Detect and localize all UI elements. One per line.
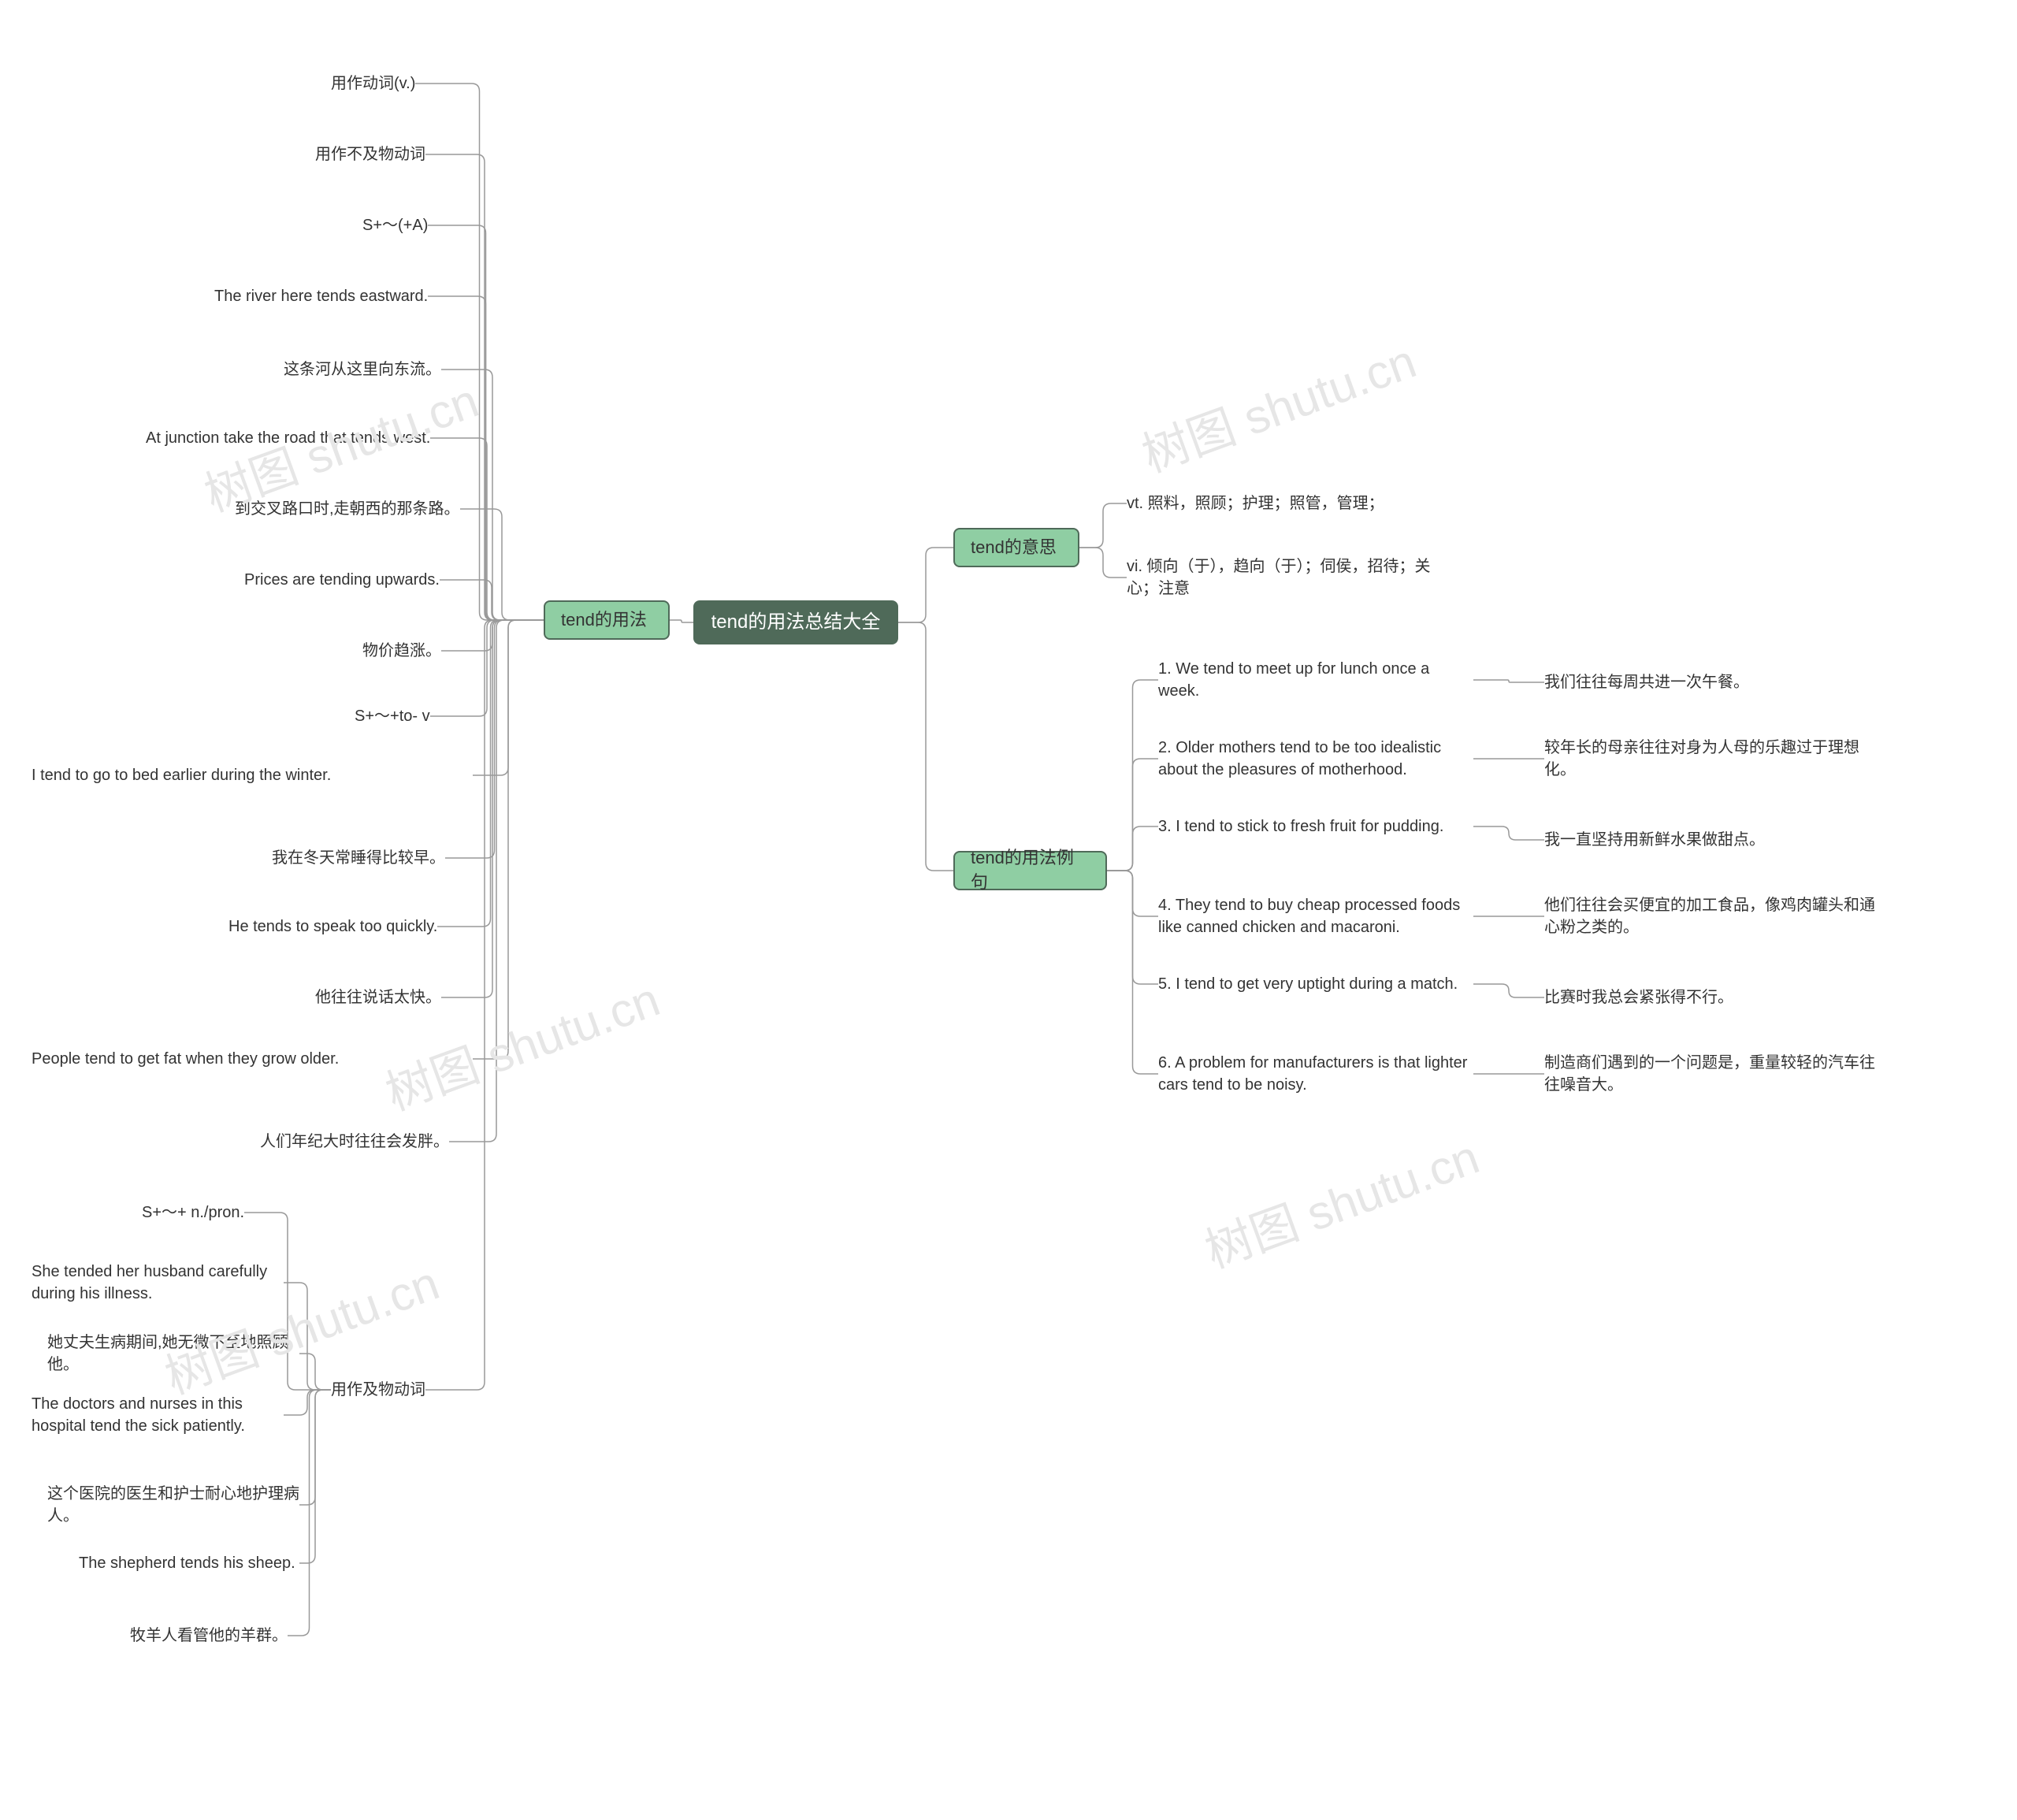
leaf-node: S+～(+A) bbox=[362, 214, 428, 236]
leaf-node: 5. I tend to get very uptight during a m… bbox=[1158, 973, 1473, 995]
leaf-node: 2. Older mothers tend to be too idealist… bbox=[1158, 737, 1473, 781]
edge bbox=[1473, 680, 1544, 682]
leaf-node: 我在冬天常睡得比较早。 bbox=[272, 847, 445, 869]
leaf-node: 人们年纪大时往往会发胖。 bbox=[260, 1131, 449, 1153]
leaf-node: 他们往往会买便宜的加工食品，像鸡肉罐头和通心粉之类的。 bbox=[1544, 894, 1875, 938]
leaf-node: S+～+ n./pron. bbox=[142, 1202, 244, 1224]
edge bbox=[425, 154, 544, 620]
leaf-node: She tended her husband carefully during … bbox=[32, 1261, 284, 1305]
leaf-node: 这条河从这里向东流。 bbox=[284, 358, 441, 381]
edge bbox=[299, 1390, 331, 1505]
edge bbox=[473, 620, 544, 775]
leaf-node: 她丈夫生病期间,她无微不至地照顾他。 bbox=[47, 1332, 299, 1376]
category-node: tend的用法 bbox=[544, 600, 670, 640]
edge bbox=[430, 620, 544, 716]
category-node: tend的意思 bbox=[953, 528, 1079, 567]
edge bbox=[460, 509, 544, 620]
leaf-node: 到交叉路口时,走朝西的那条路。 bbox=[235, 498, 460, 520]
leaf-node: 我一直坚持用新鲜水果做甜点。 bbox=[1544, 829, 1828, 851]
leaf-node: 我们往往每周共进一次午餐。 bbox=[1544, 671, 1796, 693]
edge bbox=[428, 225, 544, 620]
leaf-node: Prices are tending upwards. bbox=[244, 569, 440, 591]
leaf-node: 3. I tend to stick to fresh fruit for pu… bbox=[1158, 815, 1473, 838]
leaf-node: 6. A problem for manufacturers is that l… bbox=[1158, 1052, 1473, 1096]
watermark: 树图 shutu.cn bbox=[1131, 323, 1424, 485]
leaf-node: 牧羊人看管他的羊群。 bbox=[130, 1625, 288, 1647]
edge bbox=[428, 296, 544, 620]
leaf-node: The doctors and nurses in this hospital … bbox=[32, 1393, 284, 1437]
leaf-node: 4. They tend to buy cheap processed food… bbox=[1158, 894, 1473, 938]
edge bbox=[1107, 871, 1158, 984]
edge bbox=[430, 438, 544, 620]
edge bbox=[445, 620, 544, 858]
leaf-node: vt. 照料，照顾；护理；照管，管理； bbox=[1127, 492, 1458, 514]
leaf-node: The river here tends eastward. bbox=[214, 285, 428, 307]
leaf-node: He tends to speak too quickly. bbox=[228, 916, 437, 938]
leaf-node: 用作动词(v.) bbox=[331, 72, 415, 95]
edge bbox=[441, 620, 544, 997]
mindmap-stage: tend的用法总结大全 tend的用法 用作动词(v.) 用作不及物动词 S+～(+A)… bbox=[0, 0, 2017, 1820]
edge bbox=[1107, 871, 1158, 916]
edge bbox=[441, 620, 544, 651]
category-node: tend的用法例句 bbox=[953, 851, 1107, 890]
edge bbox=[1107, 871, 1158, 1074]
leaf-node: 1. We tend to meet up for lunch once a w… bbox=[1158, 658, 1473, 702]
root-node: tend的用法总结大全 bbox=[693, 600, 898, 644]
edge bbox=[425, 620, 544, 1390]
edge bbox=[1079, 548, 1127, 578]
leaf-node: 物价趋涨。 bbox=[362, 640, 441, 662]
leaf-node: S+～+to- v bbox=[355, 705, 430, 727]
edge bbox=[670, 620, 693, 622]
edge bbox=[898, 548, 953, 622]
edge bbox=[1107, 680, 1158, 871]
edge bbox=[1473, 826, 1544, 840]
leaf-node: 用作不及物动词 bbox=[315, 143, 425, 165]
leaf-node: 这个医院的医生和护士耐心地护理病人。 bbox=[47, 1483, 299, 1527]
leaf-node: 用作及物动词 bbox=[331, 1379, 425, 1401]
leaf-node: 制造商们遇到的一个问题是，重量较轻的汽车往往噪音大。 bbox=[1544, 1052, 1875, 1096]
edge bbox=[415, 84, 544, 620]
edge bbox=[440, 580, 544, 620]
leaf-node: vi. 倾向（于），趋向（于）；伺侯，招待；关心；注意 bbox=[1127, 555, 1458, 600]
edge bbox=[1079, 503, 1127, 548]
leaf-node: I tend to go to bed earlier during the w… bbox=[32, 764, 473, 786]
edge bbox=[1107, 826, 1158, 871]
edge bbox=[1473, 984, 1544, 997]
edge bbox=[1107, 759, 1158, 871]
edge bbox=[441, 370, 544, 620]
leaf-node: The shepherd tends his sheep. bbox=[79, 1552, 299, 1574]
watermark: 树图 shutu.cn bbox=[1194, 1119, 1487, 1281]
edge bbox=[299, 1354, 331, 1390]
leaf-node: At junction take the road that tends wes… bbox=[146, 427, 430, 449]
leaf-node: 比赛时我总会紧张得不行。 bbox=[1544, 986, 1796, 1008]
edge bbox=[898, 622, 953, 871]
leaf-node: 他往往说话太快。 bbox=[315, 986, 441, 1008]
edge bbox=[473, 620, 544, 1059]
edge bbox=[284, 1390, 331, 1415]
leaf-node: People tend to get fat when they grow ol… bbox=[32, 1048, 473, 1070]
leaf-node: 较年长的母亲往往对身为人母的乐趣过于理想化。 bbox=[1544, 737, 1875, 781]
edge bbox=[299, 1390, 331, 1563]
